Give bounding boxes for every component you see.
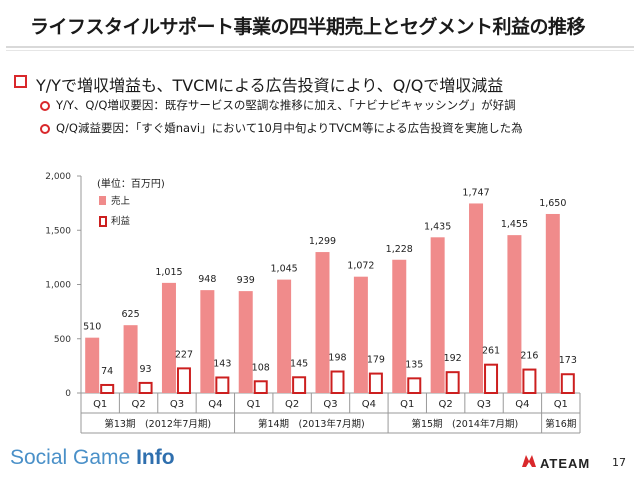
- profit-data-label: 135: [405, 359, 423, 370]
- unit-note: (単位：百万円): [97, 177, 165, 190]
- y-tick-label: 0: [65, 389, 71, 399]
- x-tick-label: Q4: [362, 399, 376, 410]
- period-group-label: 第15期 (2014年7月期): [411, 418, 518, 430]
- profit-bar: [292, 376, 307, 395]
- x-tick-label: Q1: [247, 399, 261, 410]
- revenue-data-label: 510: [83, 322, 101, 333]
- period-group-label: 第14期 (2013年7月期): [258, 418, 365, 430]
- revenue-bar: [315, 252, 330, 393]
- x-tick-label: Q4: [515, 399, 529, 410]
- revenue-data-label: 625: [122, 309, 140, 320]
- x-tick-label: Q1: [554, 399, 568, 410]
- revenue-bar: [123, 325, 138, 393]
- revenue-bar: [392, 259, 407, 393]
- circle-bullet-icon: [40, 101, 50, 111]
- profit-data-label: 227: [175, 349, 193, 360]
- sub-bullet-2: Q/Q減益要因：「すぐ婚navi」において10月中旬よりTVCM等による広告投資…: [56, 121, 523, 135]
- profit-bar: [138, 381, 153, 394]
- page-number: 17: [612, 456, 626, 469]
- profit-bar: [100, 383, 115, 394]
- revenue-data-label: 1,072: [347, 261, 374, 272]
- revenue-data-label: 1,435: [424, 221, 451, 232]
- revenue-bar: [200, 290, 215, 393]
- circle-bullet-icon: [40, 124, 50, 134]
- legend-label-revenue: 売上: [111, 195, 131, 207]
- ateam-logo-text: ATEAM: [540, 456, 591, 471]
- sub-bullet-1: Y/Y、Q/Q増収要因：既存サービスの堅調な推移に加え、「ナビナビキャッシング」…: [56, 98, 516, 112]
- title-divider: [6, 46, 634, 48]
- profit-data-label: 93: [140, 364, 152, 375]
- y-tick-label: 500: [54, 335, 71, 345]
- x-tick-label: Q1: [400, 399, 414, 410]
- x-tick-label: Q3: [477, 399, 491, 410]
- revenue-data-label: 1,455: [501, 219, 528, 230]
- profit-bar: [445, 371, 460, 394]
- profit-bar: [330, 370, 345, 394]
- revenue-bar: [277, 279, 292, 393]
- revenue-data-label: 1,299: [309, 236, 336, 247]
- revenue-bar: [507, 235, 522, 393]
- profit-data-label: 198: [328, 353, 346, 364]
- revenue-data-label: 1,747: [462, 187, 489, 198]
- x-tick-label: Q1: [93, 399, 107, 410]
- revenue-bar: [545, 213, 560, 393]
- profit-bar: [522, 368, 537, 394]
- profit-data-label: 74: [101, 366, 113, 377]
- slide-title: ライフスタイルサポート事業の四半期売上とセグメント利益の推移: [30, 16, 586, 38]
- period-group-label: 第16期: [545, 418, 576, 430]
- profit-data-label: 173: [559, 355, 577, 366]
- ateam-logo-icon: [522, 455, 536, 467]
- period-group-label: 第13期 (2012年7月期): [104, 418, 211, 430]
- profit-bar: [484, 363, 499, 395]
- profit-bar: [253, 380, 268, 394]
- x-tick-label: Q3: [170, 399, 184, 410]
- profit-data-label: 261: [482, 346, 500, 357]
- revenue-bar: [353, 276, 368, 393]
- x-tick-label: Q3: [323, 399, 337, 410]
- profit-data-label: 143: [213, 358, 231, 369]
- profit-data-label: 179: [367, 355, 385, 366]
- title-divider-secondary: [6, 50, 634, 51]
- x-tick-label: Q4: [208, 399, 222, 410]
- y-tick-label: 2,000: [45, 172, 71, 182]
- footer-logo-bold-text: Info: [136, 446, 175, 469]
- social-game-info-logo: Social Game Info: [10, 446, 175, 470]
- profit-bar: [560, 373, 575, 395]
- profit-data-label: 145: [290, 358, 308, 369]
- legend-swatch-revenue: [99, 196, 106, 205]
- revenue-bar: [238, 291, 253, 393]
- revenue-data-label: 1,650: [539, 198, 566, 209]
- x-tick-label: Q2: [285, 399, 299, 410]
- y-tick-label: 1,000: [45, 281, 71, 291]
- revenue-bar: [85, 337, 100, 393]
- profit-data-label: 192: [444, 353, 462, 364]
- profit-bar: [176, 367, 191, 394]
- revenue-bar: [161, 282, 176, 393]
- revenue-data-label: 1,015: [155, 267, 182, 278]
- revenue-data-label: 1,228: [386, 244, 413, 255]
- profit-bar: [407, 377, 422, 394]
- revenue-bar: [469, 203, 484, 393]
- square-bullet-icon: [14, 75, 27, 88]
- footer-logo-text: Social Game: [10, 446, 137, 469]
- profit-data-label: 216: [520, 351, 538, 362]
- profit-bar: [215, 376, 230, 394]
- revenue-data-label: 1,045: [271, 264, 298, 275]
- y-tick-label: 1,500: [45, 226, 71, 236]
- legend-swatch-profit: [99, 216, 107, 227]
- revenue-data-label: 939: [237, 275, 255, 286]
- x-tick-label: Q2: [131, 399, 145, 410]
- main-bullet-text: Y/Yで増収増益も、TVCMによる広告投資により、Q/Qで増収減益: [36, 76, 504, 95]
- revenue-data-label: 948: [198, 274, 216, 285]
- revenue-bar: [430, 237, 445, 393]
- legend-label-profit: 利益: [111, 215, 131, 227]
- profit-data-label: 108: [252, 362, 270, 373]
- profit-bar: [368, 372, 383, 395]
- x-tick-label: Q2: [439, 399, 453, 410]
